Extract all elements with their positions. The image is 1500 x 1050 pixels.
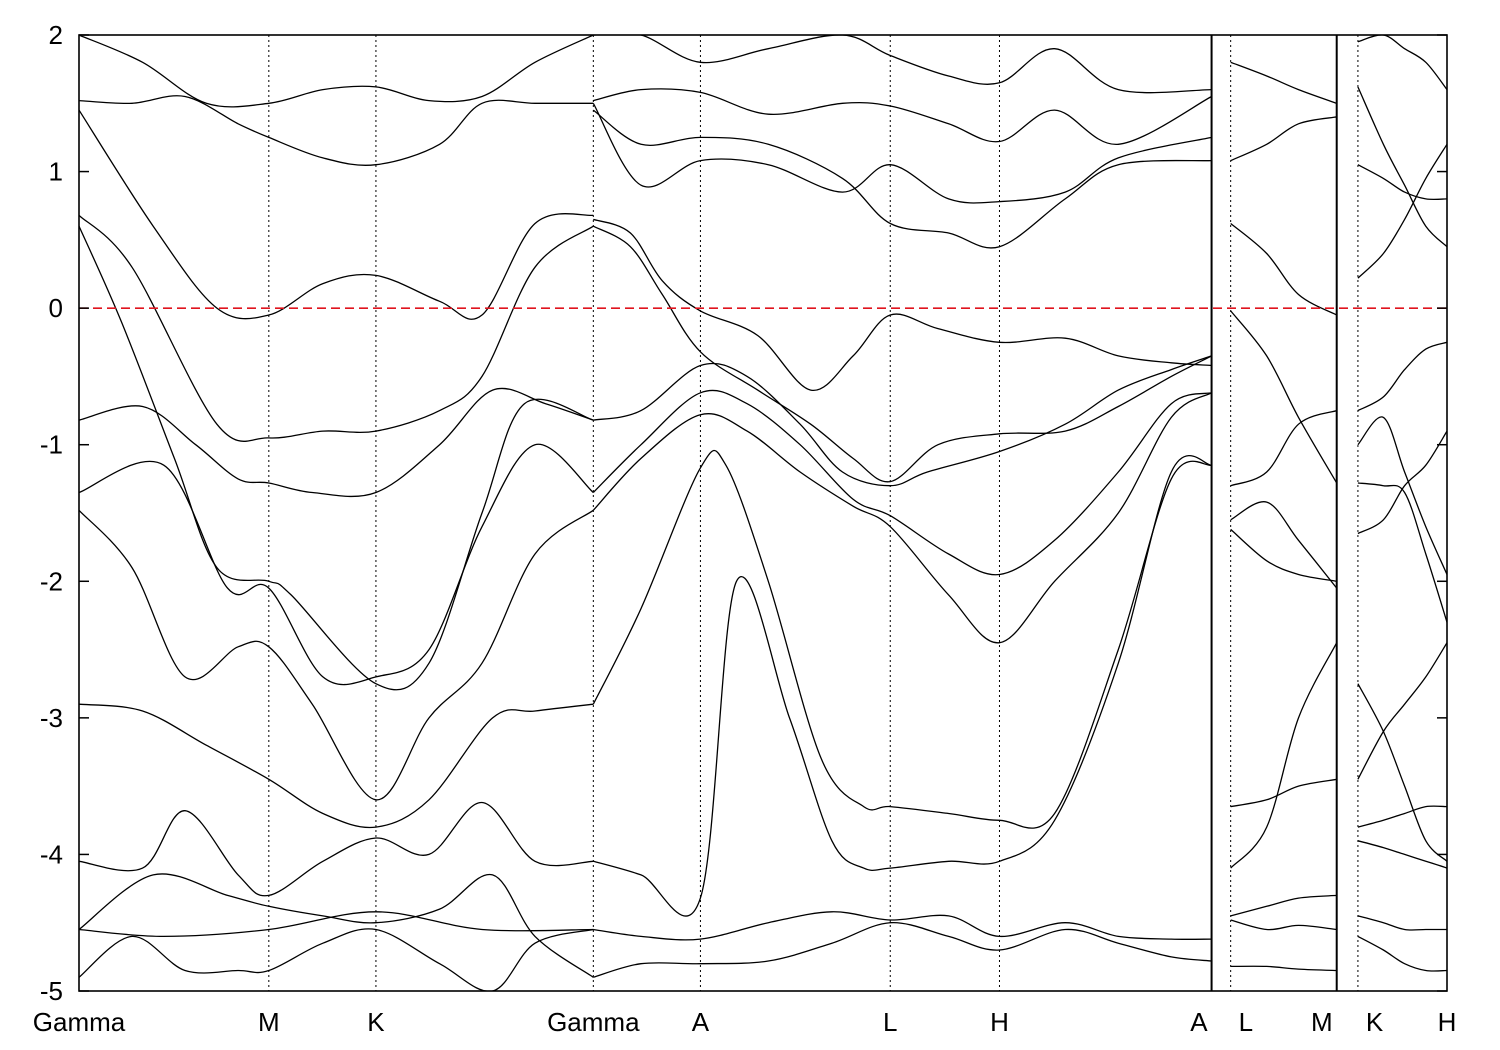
band-19 <box>593 455 1212 917</box>
y-tick-label-3: -2 <box>40 566 63 596</box>
band-22 <box>592 109 1212 249</box>
band-30 <box>1230 528 1337 582</box>
y-tick-label-1: -4 <box>40 839 63 869</box>
band-47 <box>1357 935 1447 972</box>
band-7 <box>79 801 594 897</box>
y-tick-label-6: 1 <box>49 157 63 187</box>
band-39 <box>1357 416 1447 575</box>
band-27 <box>1230 223 1338 316</box>
x-tick-label-10: K <box>1366 1007 1384 1037</box>
band-20 <box>593 911 1212 941</box>
band-40 <box>1357 482 1447 623</box>
band-16 <box>592 389 1212 576</box>
band-37 <box>1230 61 1337 104</box>
y-tick-label-2: -3 <box>40 703 63 733</box>
band-50 <box>1357 86 1447 248</box>
band-51 <box>1357 35 1447 90</box>
band-11 <box>79 95 594 166</box>
x-tick-label-5: L <box>883 1007 897 1037</box>
x-axis: Gamma M K Gamma A L H A L M K H <box>33 1007 1457 1037</box>
band-24 <box>593 88 1212 145</box>
band-2 <box>79 225 594 691</box>
band-45 <box>1357 840 1447 869</box>
band-6 <box>79 703 594 829</box>
band-34 <box>1230 919 1337 931</box>
band-17 <box>592 392 1212 644</box>
y-tick-label-0: -5 <box>40 976 63 1006</box>
band-43 <box>1357 642 1447 780</box>
band-44 <box>1357 805 1447 828</box>
band-13 <box>592 225 1212 483</box>
band-38 <box>1357 341 1447 412</box>
kpoint-lines <box>268 35 1359 991</box>
band-0 <box>79 109 594 320</box>
band-48 <box>1357 143 1447 279</box>
band-4 <box>79 443 594 686</box>
x-tick-label-2: K <box>367 1007 385 1037</box>
band-9 <box>79 911 594 938</box>
band-12 <box>79 35 594 108</box>
segment-break-lines <box>1210 35 1338 991</box>
y-tick-label-7: 2 <box>49 20 63 50</box>
band-1 <box>79 214 594 442</box>
x-tick-label-3: Gamma <box>547 1007 640 1037</box>
band-46 <box>1357 915 1447 931</box>
y-axis: -5 -4 -3 -2 -1 0 1 2 <box>40 20 1447 1006</box>
band-49 <box>1357 164 1447 201</box>
x-tick-label-1: M <box>258 1007 280 1037</box>
band-23 <box>592 102 1212 204</box>
plot-frame <box>78 34 1448 992</box>
band-42 <box>1357 683 1447 862</box>
band-8 <box>79 873 594 978</box>
band-21 <box>593 922 1212 978</box>
x-tick-label-4: A <box>692 1007 710 1037</box>
band-15 <box>593 355 1212 487</box>
band-18 <box>592 449 1212 829</box>
band-36 <box>1230 116 1337 162</box>
band-3 <box>79 387 594 498</box>
band-lines <box>79 35 1447 991</box>
x-tick-label-0: Gamma <box>33 1007 126 1037</box>
band-29 <box>1230 501 1338 589</box>
y-tick-label-5: 0 <box>49 293 63 323</box>
x-tick-label-8: L <box>1239 1007 1253 1037</box>
band-25 <box>593 35 1212 94</box>
band-33 <box>1230 894 1337 917</box>
band-5 <box>79 509 594 801</box>
band-32 <box>1230 642 1338 869</box>
x-tick-label-7: A <box>1190 1007 1208 1037</box>
x-tick-label-9: M <box>1311 1007 1333 1037</box>
band-28 <box>1230 409 1337 487</box>
x-tick-label-6: H <box>990 1007 1009 1037</box>
band-14 <box>593 218 1212 391</box>
band-35 <box>1230 965 1337 972</box>
band-10 <box>79 928 594 991</box>
x-tick-label-11: H <box>1438 1007 1457 1037</box>
y-tick-label-4: -1 <box>40 430 63 460</box>
band-41 <box>1357 430 1447 535</box>
band-31 <box>1230 778 1337 808</box>
band-26 <box>1230 310 1338 484</box>
